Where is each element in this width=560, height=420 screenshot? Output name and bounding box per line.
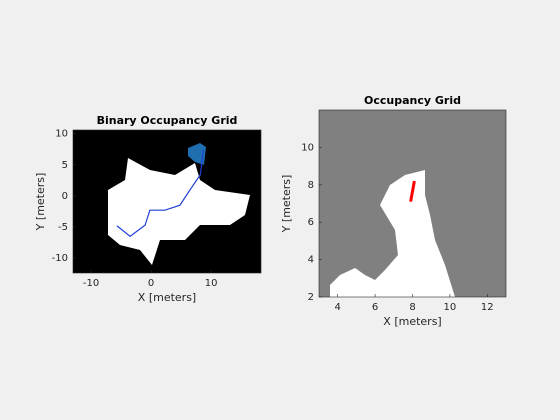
path-line (409, 180, 416, 202)
x-tick-label: 10 (205, 278, 218, 289)
y-tick-label: 4 (308, 255, 314, 266)
y-tick-label: 0 (62, 191, 68, 202)
axes-box (72, 129, 262, 274)
y-axis-label: Y [meters] (280, 175, 293, 234)
x-tick-label: 6 (372, 302, 378, 313)
y-tick-label: 10 (301, 142, 314, 153)
x-tick-label: -10 (83, 278, 99, 289)
x-axis-label: X [meters] (383, 315, 441, 328)
scan-patch (188, 143, 206, 165)
y-tick-label: 6 (308, 217, 314, 228)
x-tick-label: 12 (481, 302, 494, 313)
x-tick-label: 8 (409, 302, 415, 313)
x-tick-label: 10 (444, 302, 457, 313)
x-tick-label: 4 (335, 302, 341, 313)
y-tick-label: -5 (58, 222, 68, 233)
x-tick-label: 0 (148, 278, 154, 289)
y-axis-label: Y [meters] (34, 173, 47, 232)
chart-title: Binary Occupancy Grid (97, 114, 238, 127)
free-space (108, 158, 250, 265)
y-tick-label: 2 (308, 292, 314, 303)
free-space (330, 170, 455, 297)
y-tick-label: 5 (62, 160, 68, 171)
x-axis-label: X [meters] (138, 291, 196, 304)
y-tick-label: 10 (55, 129, 68, 140)
chart-title: Occupancy Grid (364, 94, 461, 107)
y-tick-label: -10 (52, 253, 68, 264)
y-tick-label: 8 (308, 180, 314, 191)
path-line (116, 149, 204, 238)
